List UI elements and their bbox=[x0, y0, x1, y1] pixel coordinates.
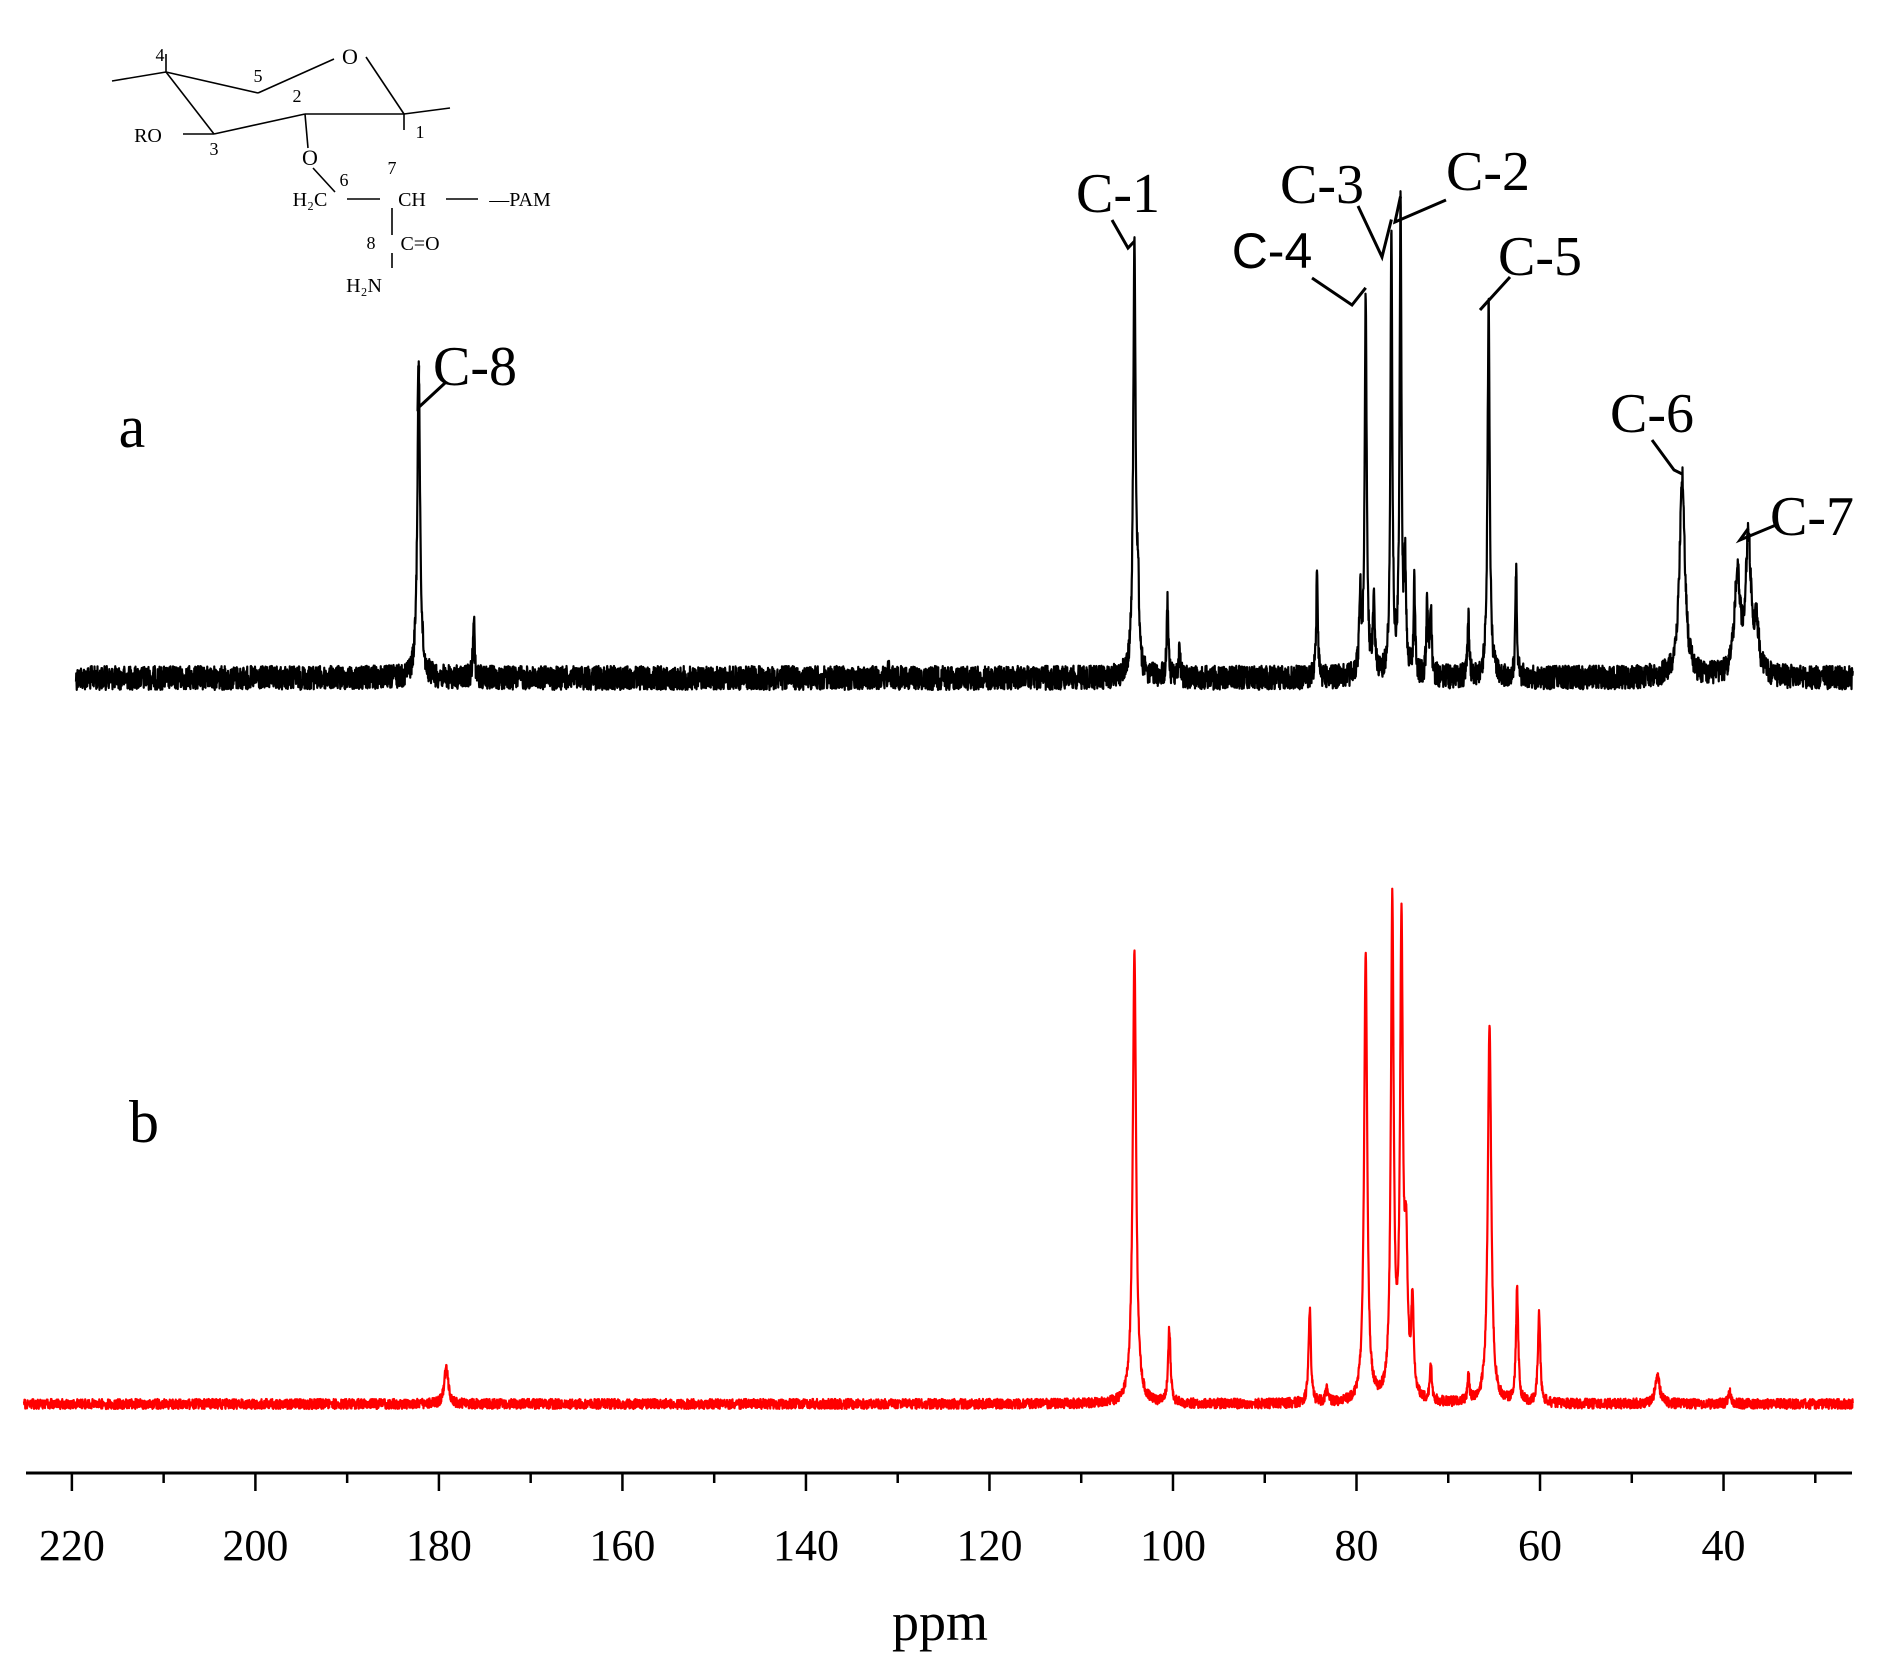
atom-label: 6 bbox=[340, 170, 349, 190]
annotation-leader bbox=[1478, 275, 1512, 312]
annotation-leader bbox=[416, 365, 447, 412]
peak-label: C-7 bbox=[1770, 486, 1854, 548]
structure-atom-labels: 4 5 O 2 1 RO 3 O 6 7 H₂C CH —PAM 8 C=O H… bbox=[134, 44, 551, 297]
plot-area: a b C-8 C-1 C-4 C-3 C-2 C-5 C-6 C-7 220 200 180 160 14… bbox=[22, 141, 1854, 1652]
structure-bonds bbox=[111, 54, 478, 268]
atom-label: 2 bbox=[293, 86, 302, 106]
x-tick-label: 180 bbox=[406, 1521, 472, 1570]
atom-label: CH bbox=[398, 189, 426, 211]
x-tick-label: 80 bbox=[1335, 1521, 1379, 1570]
peak-label: C-2 bbox=[1446, 141, 1530, 203]
x-tick-label: 140 bbox=[773, 1521, 839, 1570]
annotation-leader bbox=[1356, 205, 1393, 262]
x-tick-label: 200 bbox=[222, 1521, 288, 1570]
atom-label: 8 bbox=[367, 233, 376, 253]
x-tick-label: 60 bbox=[1518, 1521, 1562, 1570]
atom-label: O bbox=[302, 145, 318, 170]
peak-label: C-8 bbox=[433, 336, 517, 398]
chemical-structure-inset: 4 5 O 2 1 RO 3 O 6 7 H₂C CH —PAM 8 C=O H… bbox=[111, 44, 551, 297]
atom-label: C=O bbox=[400, 233, 439, 255]
annotation-leader bbox=[1735, 523, 1777, 544]
x-axis-label: ppm bbox=[892, 1592, 988, 1652]
atom-label: —PAM bbox=[488, 189, 551, 211]
atom-label: 5 bbox=[254, 66, 263, 86]
atom-label: 1 bbox=[416, 122, 425, 142]
atom-label: RO bbox=[134, 125, 162, 147]
atom-label: 3 bbox=[210, 139, 219, 159]
atom-label: 4 bbox=[156, 45, 165, 65]
atom-label: 7 bbox=[388, 158, 397, 178]
panel-label-b: b bbox=[129, 1089, 159, 1155]
x-tick-label: 100 bbox=[1140, 1521, 1206, 1570]
peak-label: C-3 bbox=[1280, 154, 1364, 216]
annotation-leader bbox=[1392, 196, 1447, 225]
panel-label-a: a bbox=[119, 394, 146, 460]
atom-label: H₂C bbox=[293, 189, 328, 211]
spectrum-line-a bbox=[74, 190, 1854, 692]
annotation-leader bbox=[1110, 219, 1136, 251]
annotation-leader bbox=[1311, 276, 1367, 308]
atom-label: H₂N bbox=[346, 275, 382, 297]
x-tick-label: 40 bbox=[1702, 1521, 1746, 1570]
annotation-leader bbox=[1650, 439, 1683, 476]
peak-label: C-1 bbox=[1076, 163, 1160, 225]
peak-label: C-5 bbox=[1498, 226, 1582, 288]
x-tick-label: 160 bbox=[589, 1521, 655, 1570]
peak-label: C-6 bbox=[1610, 383, 1694, 445]
peak-label: C-4 bbox=[1232, 223, 1313, 279]
x-tick-label: 220 bbox=[39, 1521, 105, 1570]
x-tick-label: 120 bbox=[956, 1521, 1022, 1570]
atom-label: O bbox=[342, 44, 358, 69]
spectrum-line-b bbox=[22, 887, 1854, 1411]
